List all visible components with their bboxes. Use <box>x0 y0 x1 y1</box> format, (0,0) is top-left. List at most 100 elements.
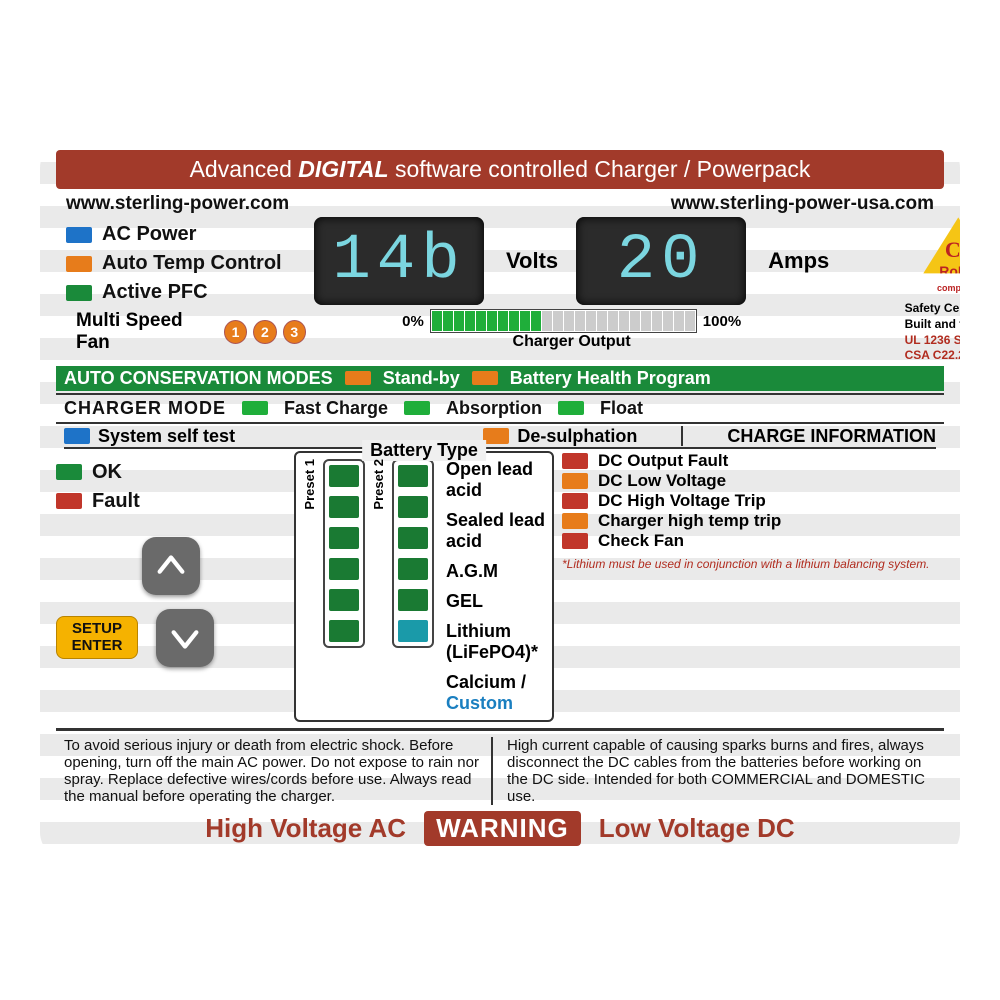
bar-segment <box>432 311 442 331</box>
bar-left-label: 0% <box>402 313 424 330</box>
preset-2-column <box>392 459 434 648</box>
display-area: 14b Volts 20 Amps 0% 100% Charger Output <box>314 217 829 351</box>
fault-label: Fault <box>92 490 140 513</box>
charger-output-bar: 0% 100% Charger Output <box>314 309 829 351</box>
warning-row: High Voltage AC WARNING Low Voltage DC <box>56 811 944 846</box>
preset-led <box>329 558 359 580</box>
title-post: software controlled Charger / Powerpack <box>389 156 811 182</box>
url-right: www.sterling-power-usa.com <box>671 193 934 215</box>
bar-segment <box>498 311 508 331</box>
safety-right-text: High current capable of causing sparks b… <box>507 737 936 805</box>
rohs-text: RoHS <box>939 263 960 279</box>
bar-segment <box>674 311 684 331</box>
fault-row: DC High Voltage Trip <box>562 491 944 511</box>
preset-led <box>329 620 359 642</box>
standby-label: Stand-by <box>383 368 460 389</box>
charger-mode-title: CHARGER MODE <box>64 398 226 419</box>
preset-led <box>398 496 428 518</box>
fault-row: DC Low Voltage <box>562 471 944 491</box>
battery-type-title: Battery Type <box>362 440 486 461</box>
preset-1-column <box>323 459 365 648</box>
bar-caption: Charger Output <box>513 333 631 351</box>
divider-icon <box>681 426 683 446</box>
setup-label: SETUP <box>63 621 131 638</box>
safety-text-row: To avoid serious injury or death from el… <box>56 728 944 807</box>
fault-label: DC Output Fault <box>598 451 728 471</box>
led-label: Auto Temp Control <box>102 252 282 275</box>
green-led-icon <box>56 464 82 480</box>
chevron-down-icon <box>168 621 202 655</box>
orange-indicator-icon <box>472 371 498 385</box>
green-led-icon <box>66 285 92 301</box>
bar-right-label: 100% <box>703 313 741 330</box>
orange-led-icon <box>562 513 588 529</box>
led-active-pfc: Active PFC <box>66 281 306 304</box>
charge-information-heading: CHARGE INFORMATION <box>727 426 936 447</box>
cert-standard: CSA C22.2-107.2 <box>905 348 960 364</box>
rohs-compliant-text: compliant <box>937 283 960 293</box>
absorption-label: Absorption <box>446 398 542 419</box>
volts-unit: Volts <box>506 248 558 274</box>
bar-segment <box>531 311 541 331</box>
down-button[interactable] <box>156 609 214 667</box>
fault-row: Charger high temp trip <box>562 511 944 531</box>
setup-enter-button[interactable]: SETUP ENTER <box>56 616 138 659</box>
charger-label-panel: Advanced DIGITAL software controlled Cha… <box>40 140 960 859</box>
fan-level-2: 2 <box>253 320 276 344</box>
bar-segment <box>454 311 464 331</box>
preset-led <box>398 620 428 642</box>
preset-led <box>329 496 359 518</box>
orange-led-icon <box>66 256 92 272</box>
fault-row: DC Output Fault <box>562 451 944 471</box>
url-left: www.sterling-power.com <box>66 193 289 215</box>
bar-segment <box>641 311 651 331</box>
fault-label: DC High Voltage Trip <box>598 491 766 511</box>
battery-type-item: A.G.M <box>446 561 546 582</box>
multi-speed-fan: Multi Speed Fan 1 2 3 <box>76 310 306 354</box>
preset-led <box>329 527 359 549</box>
fault-label: Check Fan <box>598 531 684 551</box>
fan-level-1: 1 <box>224 320 247 344</box>
fault-label: Charger high temp trip <box>598 511 781 531</box>
certification-text: Safety Certified by: TUV Built and teste… <box>905 301 960 363</box>
fault-column: DC Output FaultDC Low VoltageDC High Vol… <box>562 451 944 722</box>
preset-led <box>329 465 359 487</box>
left-controls-column: OK Fault SETUP ENTER <box>56 451 286 722</box>
bar-segment <box>685 311 695 331</box>
led-ac-power: AC Power <box>66 223 306 246</box>
fault-indicator: Fault <box>56 490 286 513</box>
title-bar: Advanced DIGITAL software controlled Cha… <box>56 150 944 189</box>
enter-label: ENTER <box>63 638 131 655</box>
fast-charge-label: Fast Charge <box>284 398 388 419</box>
up-button[interactable] <box>142 537 200 595</box>
bar-segment <box>575 311 585 331</box>
amps-unit: Amps <box>768 248 829 274</box>
bar-segment <box>520 311 530 331</box>
chevron-up-icon <box>154 549 188 583</box>
red-led-icon <box>562 493 588 509</box>
orange-led-icon <box>483 428 509 444</box>
fan-level-3: 3 <box>283 320 306 344</box>
status-led-column: AC Power Auto Temp Control Active PFC Mu… <box>56 217 306 356</box>
bar-segment <box>597 311 607 331</box>
preset-led <box>398 527 428 549</box>
blue-led-icon <box>66 227 92 243</box>
green-indicator-icon <box>404 401 430 415</box>
red-led-icon <box>562 533 588 549</box>
blue-led-icon <box>64 428 90 444</box>
bar-segment <box>586 311 596 331</box>
fault-row: Check Fan <box>562 531 944 551</box>
bar-segment <box>553 311 563 331</box>
orange-led-icon <box>562 473 588 489</box>
preset-led <box>398 589 428 611</box>
bar-segments <box>430 309 697 333</box>
title-pre: Advanced <box>190 156 299 182</box>
bar-segment <box>564 311 574 331</box>
volts-display: 14b <box>314 217 484 305</box>
battery-type-item: GEL <box>446 591 546 612</box>
rohs-badge: C€RoHS <box>923 217 960 283</box>
fault-label: DC Low Voltage <box>598 471 726 491</box>
bar-segment <box>487 311 497 331</box>
ce-mark: C€ <box>945 237 960 262</box>
battery-type-box: Battery Type Preset 1 Preset 2 <box>294 451 554 722</box>
